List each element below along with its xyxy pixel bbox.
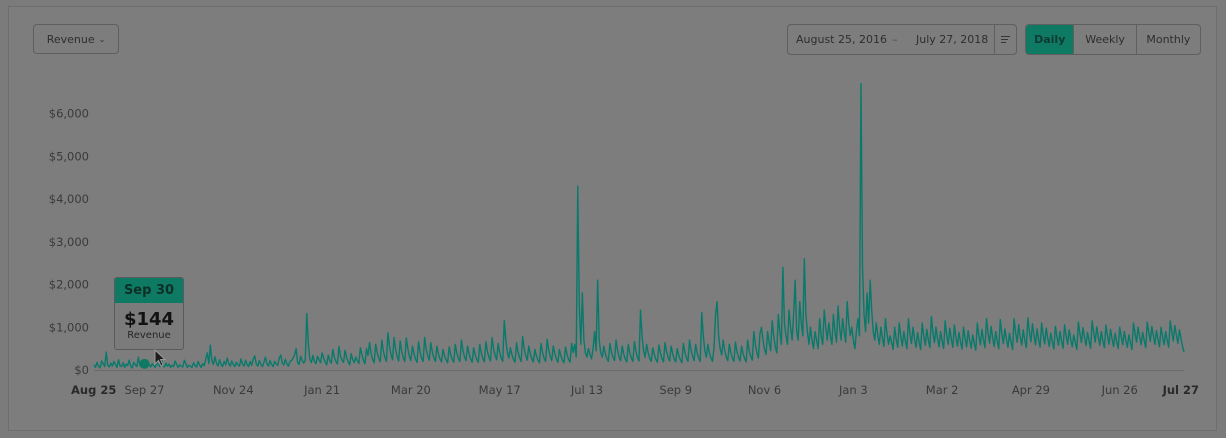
revenue-series-line <box>93 82 1185 369</box>
x-tick-label: May 17 <box>479 383 521 397</box>
x-tick-label: Jun 26 <box>1101 383 1138 397</box>
y-tick-label: $3,000 <box>49 235 89 249</box>
y-tick-label: $4,000 <box>49 192 89 206</box>
date-end[interactable]: July 27, 2018 <box>916 33 989 46</box>
y-tick-label: $2,000 <box>49 278 89 292</box>
y-tick-label: $1,000 <box>49 320 89 334</box>
y-tick-label: $6,000 <box>49 107 89 121</box>
x-tick-label: Jul 13 <box>570 383 603 397</box>
period-weekly-button[interactable]: Weekly <box>1073 25 1135 54</box>
date-start[interactable]: August 25, 2016 <box>796 33 887 46</box>
period-toggle: Daily Weekly Monthly <box>1025 24 1201 55</box>
chart-tooltip: Sep 30 $144 Revenue <box>114 277 184 350</box>
x-tick-label: Jul 27 <box>1162 383 1199 397</box>
x-tick-label: Nov 6 <box>748 383 781 397</box>
x-tick-label: Mar 2 <box>926 383 959 397</box>
date-range-menu-button[interactable] <box>994 25 1016 54</box>
x-tick-label: Apr 29 <box>1012 383 1050 397</box>
date-range-picker[interactable]: August 25, 2016 – July 27, 2018 <box>787 24 1017 55</box>
tooltip-label: Revenue <box>127 330 171 341</box>
mouse-pointer-icon <box>154 349 167 367</box>
tooltip-date: Sep 30 <box>115 278 183 303</box>
y-tick-label: $0 <box>74 363 89 377</box>
tooltip-value: $144 <box>123 309 175 330</box>
chevron-down-icon: ⌄ <box>98 34 106 44</box>
x-tick-label: Jan 21 <box>303 383 340 397</box>
metric-dropdown[interactable]: Revenue ⌄ <box>33 24 119 54</box>
date-separator: – <box>892 33 898 46</box>
highlight-point <box>139 358 150 369</box>
x-tick-label: Sep 9 <box>659 383 692 397</box>
y-tick-label: $5,000 <box>49 149 89 163</box>
period-monthly-button[interactable]: Monthly <box>1135 25 1200 54</box>
x-tick-label: Mar 20 <box>391 383 431 397</box>
x-tick-label: Sep 27 <box>125 383 165 397</box>
x-tick-label: Jan 3 <box>838 383 868 397</box>
x-tick-label: Aug 25 <box>71 383 116 397</box>
period-daily-button[interactable]: Daily <box>1026 25 1074 54</box>
menu-lines-icon <box>1001 36 1010 43</box>
x-tick-label: Nov 24 <box>213 383 254 397</box>
metric-dropdown-label: Revenue <box>46 32 95 46</box>
